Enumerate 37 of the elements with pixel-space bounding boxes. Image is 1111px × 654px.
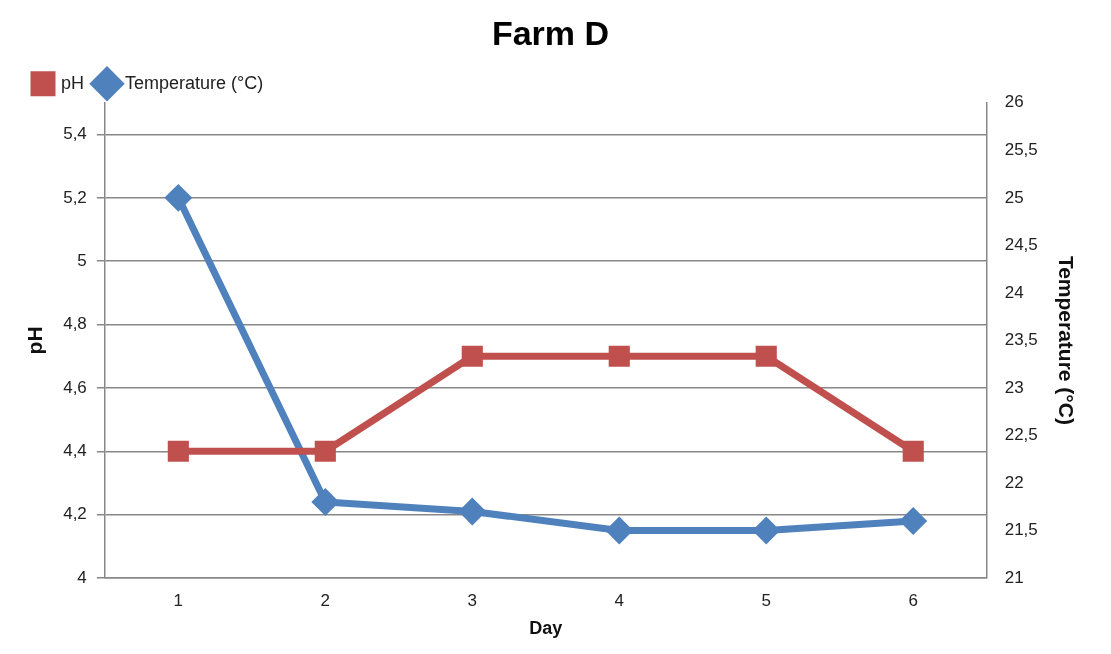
y2-tick-label: 22 bbox=[1004, 472, 1024, 492]
x-axis-title: Day bbox=[529, 618, 563, 639]
legend-label: Temperature (°C) bbox=[125, 72, 264, 93]
y-tick-label: 4,4 bbox=[63, 440, 87, 460]
y-tick-label: 4,2 bbox=[63, 504, 87, 524]
y-tick-label: 5,4 bbox=[63, 124, 87, 144]
chart-title: Farm D bbox=[491, 13, 610, 52]
y2-tick-label: 25 bbox=[1004, 187, 1024, 207]
x-tick-label: 3 bbox=[467, 590, 478, 610]
x-tick-label: 1 bbox=[173, 590, 184, 610]
y2-axis-title: Temperature (°C) bbox=[1054, 255, 1078, 425]
y-tick-label: 4,8 bbox=[63, 314, 87, 334]
y2-tick-label: 22,5 bbox=[1004, 425, 1038, 445]
y2-tick-label: 21,5 bbox=[1004, 520, 1038, 540]
y2-tick-label: 23 bbox=[1004, 377, 1024, 397]
point bbox=[312, 489, 338, 515]
point bbox=[900, 508, 926, 534]
x-tick-label: 2 bbox=[320, 590, 331, 610]
y2-tick-label: 26 bbox=[1004, 92, 1024, 112]
y2-tick-label: 21 bbox=[1004, 567, 1024, 587]
y2-tick-label: 23,5 bbox=[1004, 330, 1038, 350]
y-tick-label: 5,2 bbox=[63, 187, 87, 207]
x-tick-label: 4 bbox=[614, 590, 624, 610]
y-tick-label: 4 bbox=[77, 567, 87, 587]
point bbox=[165, 185, 191, 211]
y-tick-label: 5 bbox=[77, 250, 87, 270]
y2-tick-label: 24,5 bbox=[1004, 235, 1038, 255]
y-tick-label: 4,6 bbox=[63, 377, 87, 397]
x-tick-label: 5 bbox=[761, 590, 771, 610]
y-axis-title: pH bbox=[23, 326, 47, 355]
point bbox=[606, 517, 632, 543]
point bbox=[753, 517, 779, 543]
legend-label: pH bbox=[61, 72, 85, 93]
y2-tick-label: 24 bbox=[1004, 282, 1024, 302]
y2-tick-label: 25,5 bbox=[1004, 140, 1038, 160]
point bbox=[459, 498, 485, 524]
x-tick-label: 6 bbox=[908, 590, 918, 610]
